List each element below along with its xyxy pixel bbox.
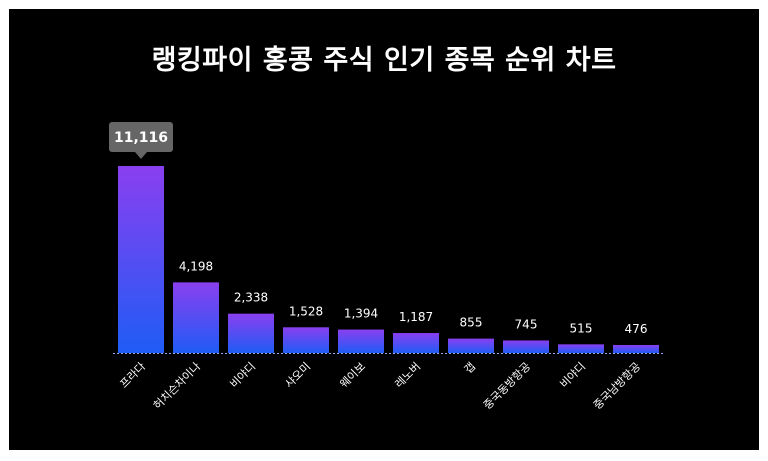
category-label-8: 중국동방항공 bbox=[481, 360, 533, 412]
bar-1 bbox=[118, 166, 164, 353]
value-label-3: 2,338 bbox=[234, 291, 268, 305]
value-label-5: 1,394 bbox=[344, 307, 378, 321]
bar-9 bbox=[558, 344, 604, 353]
category-label-10: 중국남방항공 bbox=[591, 360, 643, 412]
bar-5 bbox=[338, 329, 384, 353]
chart-title: 랭킹파이 홍콩 주식 인기 종목 순위 차트 bbox=[151, 45, 617, 76]
callout-pointer bbox=[135, 152, 147, 159]
bar-8 bbox=[503, 340, 549, 353]
category-label-6: 레노버 bbox=[392, 360, 423, 391]
value-label-8: 745 bbox=[515, 317, 538, 331]
category-label-9: 비야디 bbox=[557, 360, 588, 391]
value-label-9: 515 bbox=[570, 321, 593, 335]
category-label-7: 갭 bbox=[462, 360, 478, 376]
category-label-2: 허치슨차이나 bbox=[151, 360, 203, 412]
bar-3 bbox=[228, 313, 274, 353]
bar-7 bbox=[448, 338, 494, 353]
value-label-4: 1,528 bbox=[289, 304, 323, 318]
category-label-1: 프라다 bbox=[117, 360, 148, 391]
bar-4 bbox=[283, 327, 329, 353]
category-label-5: 웨이보 bbox=[337, 360, 368, 391]
value-label-1: 11,116 bbox=[114, 130, 168, 146]
value-label-6: 1,187 bbox=[399, 310, 433, 324]
category-label-3: 비야디 bbox=[227, 360, 258, 391]
value-label-2: 4,198 bbox=[179, 259, 213, 273]
value-label-10: 476 bbox=[625, 322, 648, 336]
bar-6 bbox=[393, 333, 439, 353]
bar-10 bbox=[613, 344, 659, 353]
bar-2 bbox=[173, 282, 219, 353]
category-label-4: 샤오미 bbox=[282, 360, 313, 391]
value-label-7: 855 bbox=[460, 316, 483, 330]
value-callout bbox=[109, 122, 173, 152]
